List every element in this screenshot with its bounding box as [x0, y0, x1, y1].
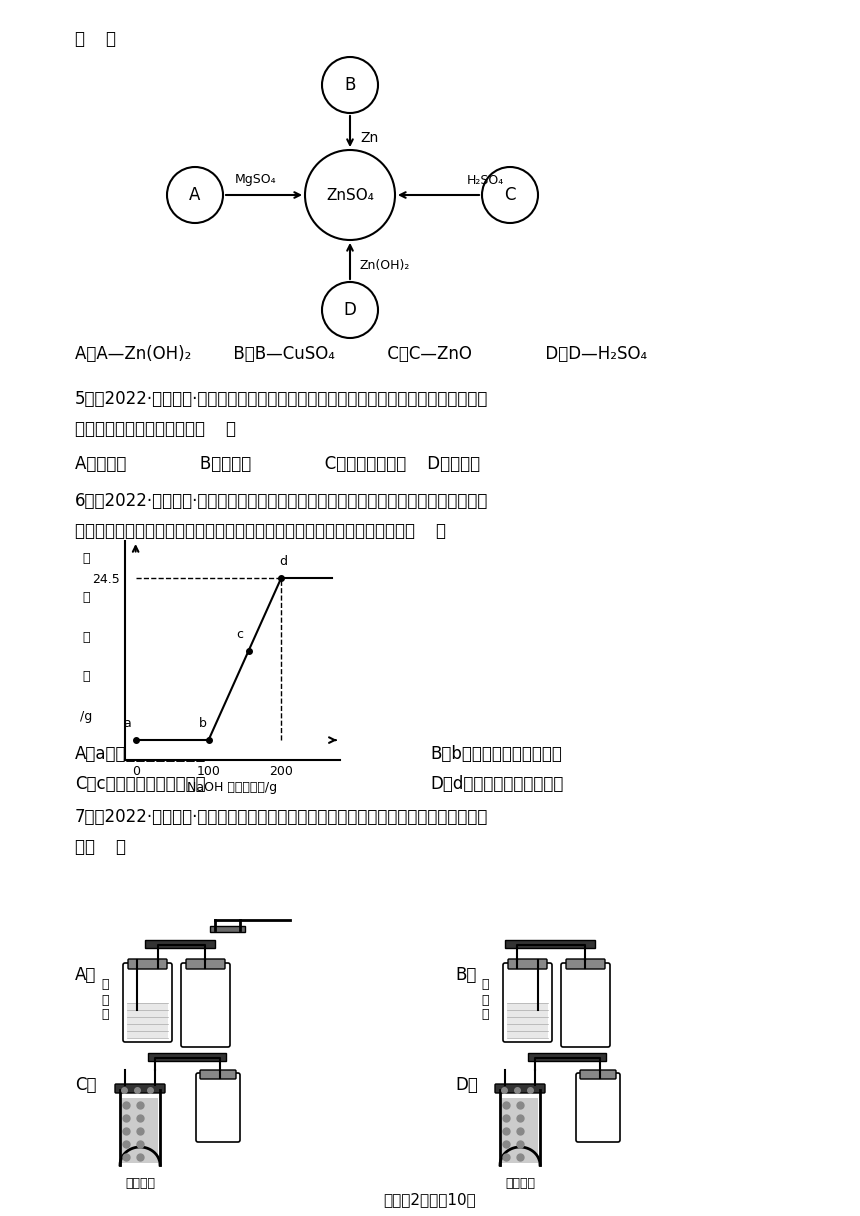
Text: A．A—Zn(OH)₂        B．B—CuSO₄          C．C—ZnO              D．D—H₂SO₄: A．A—Zn(OH)₂ B．B—CuSO₄ C．C—ZnO D．D—H₂SO₄: [75, 345, 647, 364]
Text: D．: D．: [455, 1076, 478, 1094]
Text: 淀: 淀: [83, 591, 89, 604]
FancyBboxPatch shape: [200, 1070, 236, 1079]
Bar: [145, 940, 215, 948]
Text: C．: C．: [75, 1076, 96, 1094]
Text: 是（    ）: 是（ ）: [75, 838, 126, 856]
FancyBboxPatch shape: [503, 963, 552, 1042]
Text: c: c: [237, 627, 243, 641]
Text: 氢氧化钠: 氢氧化钠: [125, 1177, 155, 1190]
Bar: [148, 1053, 226, 1062]
Text: 7．（2022·浙江温州·统考一模）实验室欲收集一瓶干燥的二氧化碳气体，应选择的装置: 7．（2022·浙江温州·统考一模）实验室欲收集一瓶干燥的二氧化碳气体，应选择的…: [75, 807, 488, 826]
Text: A．: A．: [75, 966, 96, 984]
Text: 生沉淀的质量与加入氢氧化钠溶液的质量关系如图所示。下列说法正确的是（    ）: 生沉淀的质量与加入氢氧化钠溶液的质量关系如图所示。下列说法正确的是（ ）: [75, 522, 446, 540]
Text: H₂SO₄: H₂SO₄: [467, 174, 504, 186]
Bar: [505, 940, 595, 948]
FancyBboxPatch shape: [576, 1073, 620, 1142]
Text: B．b点溶液不含硫酸根离子: B．b点溶液不含硫酸根离子: [430, 745, 562, 762]
Text: B．: B．: [455, 966, 476, 984]
Text: A．a点溶液能使酚酞变红色: A．a点溶液能使酚酞变红色: [75, 745, 206, 762]
Text: 试卷第2页，共10页: 试卷第2页，共10页: [384, 1193, 476, 1207]
FancyBboxPatch shape: [566, 959, 605, 969]
Text: D: D: [343, 302, 356, 319]
Bar: [502, 1098, 538, 1162]
Text: 6．（2022·浙江温州·统考一模）向某硫酸和硫酸铜的混合溶液中加入氢氧化钠溶液，产: 6．（2022·浙江温州·统考一模）向某硫酸和硫酸铜的混合溶液中加入氢氧化钠溶液…: [75, 492, 488, 510]
Text: b: b: [199, 717, 206, 730]
Text: d: d: [280, 554, 287, 568]
Text: A．浓盐酸              B．石灰水              C．氢氧化钠溶液    D．浓硫酸: A．浓盐酸 B．石灰水 C．氢氧化钠溶液 D．浓硫酸: [75, 455, 480, 473]
Text: a: a: [123, 717, 131, 730]
FancyBboxPatch shape: [115, 1083, 165, 1093]
Text: 氢氧化钠: 氢氧化钠: [505, 1177, 535, 1190]
Text: Zn: Zn: [360, 131, 378, 145]
FancyBboxPatch shape: [580, 1070, 616, 1079]
Text: 5．（2022·浙江宁波·统考一模）下列物质暴露在空气中一段时间，溶液的溶质质量分数: 5．（2022·浙江宁波·统考一模）下列物质暴露在空气中一段时间，溶液的溶质质量…: [75, 390, 488, 409]
Text: D．d点溶液中不含有钠离子: D．d点溶液中不含有钠离子: [430, 775, 563, 793]
FancyBboxPatch shape: [561, 963, 610, 1047]
FancyBboxPatch shape: [123, 963, 172, 1042]
Bar: [127, 1003, 168, 1038]
Text: MgSO₄: MgSO₄: [235, 174, 277, 186]
Text: 量: 量: [83, 670, 89, 683]
Text: Zn(OH)₂: Zn(OH)₂: [360, 259, 410, 271]
X-axis label: NaOH 溶液的质量/g: NaOH 溶液的质量/g: [187, 781, 277, 794]
Text: 沉: 沉: [83, 552, 89, 565]
Text: 浓
硫
酸: 浓 硫 酸: [101, 979, 108, 1021]
Bar: [507, 1003, 548, 1038]
Text: B: B: [344, 75, 356, 94]
FancyBboxPatch shape: [495, 1083, 545, 1093]
Text: C．c点溶液中含有两种溶质: C．c点溶液中含有两种溶质: [75, 775, 206, 793]
Text: 会因为化学变化而变小的是（    ）: 会因为化学变化而变小的是（ ）: [75, 420, 236, 438]
FancyBboxPatch shape: [181, 963, 230, 1047]
Bar: [122, 1098, 158, 1162]
FancyBboxPatch shape: [196, 1073, 240, 1142]
Text: 质: 质: [83, 631, 89, 643]
Text: A: A: [189, 186, 200, 204]
FancyBboxPatch shape: [128, 959, 167, 969]
Bar: [210, 927, 245, 931]
FancyBboxPatch shape: [186, 959, 225, 969]
Text: （    ）: （ ）: [75, 30, 116, 47]
Text: C: C: [504, 186, 516, 204]
Text: /g: /g: [80, 710, 92, 722]
Text: 浓
硫
酸: 浓 硫 酸: [482, 979, 488, 1021]
Text: ZnSO₄: ZnSO₄: [326, 187, 374, 203]
Bar: [528, 1053, 606, 1062]
FancyBboxPatch shape: [508, 959, 547, 969]
